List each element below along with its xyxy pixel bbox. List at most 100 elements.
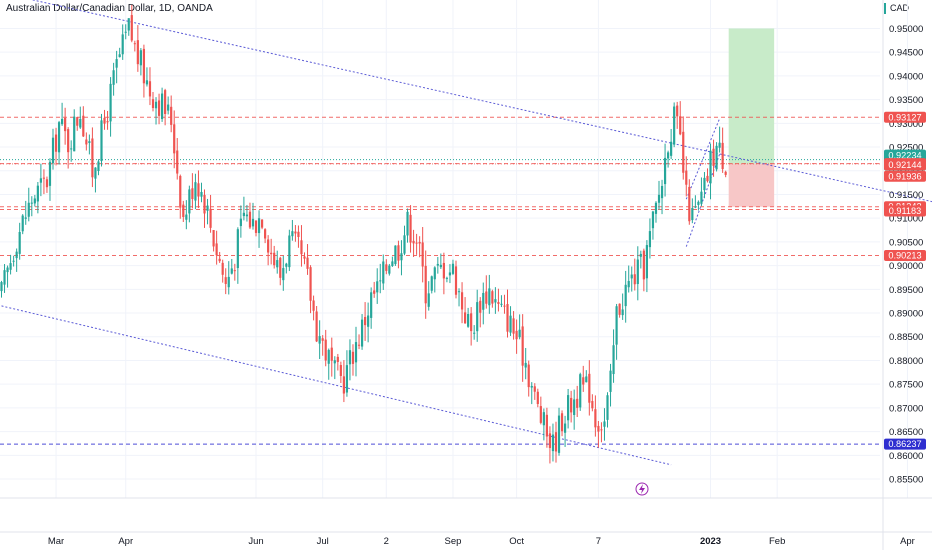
candle-body xyxy=(415,242,418,244)
candle-body xyxy=(85,139,88,145)
candle-body xyxy=(448,272,452,276)
candle-body xyxy=(282,268,285,281)
candle-body xyxy=(603,421,606,427)
candle-body xyxy=(221,262,224,275)
candle-body xyxy=(312,300,315,311)
candle-body xyxy=(563,423,567,433)
candle-body xyxy=(109,83,112,122)
currency-label: CAD xyxy=(890,3,910,13)
candle-body xyxy=(418,241,421,244)
candle-body xyxy=(339,365,342,376)
candle-body xyxy=(548,433,552,449)
candle-body xyxy=(370,292,373,318)
lightning-icon xyxy=(639,484,645,494)
candle-body xyxy=(276,260,279,268)
price-level-tag-bg xyxy=(884,111,926,123)
candle-body xyxy=(639,253,642,257)
candle-body xyxy=(645,245,648,279)
price-level-tag-bg xyxy=(884,438,926,450)
candle-body xyxy=(588,373,591,403)
candle-body xyxy=(518,329,521,338)
candle-body xyxy=(454,266,458,295)
candle-body xyxy=(715,145,718,170)
candle-body xyxy=(294,231,297,234)
candle-body xyxy=(421,242,424,267)
candle-body xyxy=(497,302,500,304)
price-level-tag: 0.91183 xyxy=(889,206,922,216)
candle-body xyxy=(388,265,391,274)
candle-body xyxy=(245,214,249,217)
candle-body xyxy=(224,277,227,284)
candle-body xyxy=(206,205,209,211)
candle-body xyxy=(445,277,449,279)
candle-body xyxy=(560,413,564,432)
candle-body xyxy=(297,231,300,237)
candle-body xyxy=(257,218,261,234)
candle-body xyxy=(494,299,497,303)
candle-body xyxy=(354,342,358,363)
candle-body xyxy=(433,267,436,280)
trend-line xyxy=(30,0,932,203)
candle-body xyxy=(667,152,670,159)
candle-body xyxy=(694,206,697,208)
x-tick-label: 2 xyxy=(384,536,389,547)
candle-body xyxy=(160,93,164,120)
candle-body xyxy=(442,262,445,279)
candles xyxy=(0,4,727,464)
candle-body xyxy=(248,211,252,228)
candle-body xyxy=(709,150,712,184)
candle-body xyxy=(670,141,673,156)
candle-body xyxy=(42,177,46,179)
candle-body xyxy=(451,263,455,274)
candle-body xyxy=(51,137,55,164)
candle-body xyxy=(136,40,139,65)
y-tick-label: 0.87500 xyxy=(889,380,923,391)
candle-body xyxy=(642,250,645,280)
candle-body xyxy=(551,434,555,452)
candle-body xyxy=(406,211,409,236)
candle-body xyxy=(473,332,476,334)
candle-body xyxy=(482,292,485,310)
x-tick-label: Sep xyxy=(445,536,462,547)
candle-body xyxy=(154,101,158,109)
candle-body xyxy=(660,185,664,199)
candle-body xyxy=(200,191,203,197)
candle-body xyxy=(533,386,536,392)
candle-body xyxy=(260,219,264,228)
candle-body xyxy=(3,270,6,285)
y-tick-label: 0.94000 xyxy=(889,71,923,82)
candle-body xyxy=(412,240,415,244)
candle-body xyxy=(424,265,427,304)
candle-body xyxy=(130,15,133,41)
candle-body xyxy=(18,231,21,254)
candle-body xyxy=(479,300,482,313)
candle-body xyxy=(539,406,542,423)
y-tick-label: 0.87000 xyxy=(889,403,923,414)
x-tick-label: 2023 xyxy=(700,536,721,547)
candle-body xyxy=(73,116,76,152)
candle-body xyxy=(612,345,615,375)
candle-body xyxy=(436,263,439,266)
candle-body xyxy=(685,170,688,185)
candle-body xyxy=(157,100,161,116)
y-tick-label: 0.90500 xyxy=(889,237,923,248)
candle-body xyxy=(515,330,518,340)
candle-body xyxy=(357,344,361,346)
candle-body xyxy=(106,121,109,123)
candle-body xyxy=(170,106,173,125)
candle-body xyxy=(124,31,127,33)
candle-body xyxy=(688,186,691,222)
candle-body xyxy=(348,350,352,365)
candle-body xyxy=(79,118,82,128)
candle-body xyxy=(300,240,303,255)
candle-body xyxy=(48,161,52,186)
candle-body xyxy=(491,291,494,304)
candle-body xyxy=(333,360,336,364)
candle-body xyxy=(230,268,233,274)
candle-body xyxy=(291,231,294,237)
candle-body xyxy=(567,395,570,421)
price-level-tag-bg xyxy=(884,159,926,171)
candle-body xyxy=(673,106,676,145)
y-tick-label: 0.95000 xyxy=(889,24,923,35)
